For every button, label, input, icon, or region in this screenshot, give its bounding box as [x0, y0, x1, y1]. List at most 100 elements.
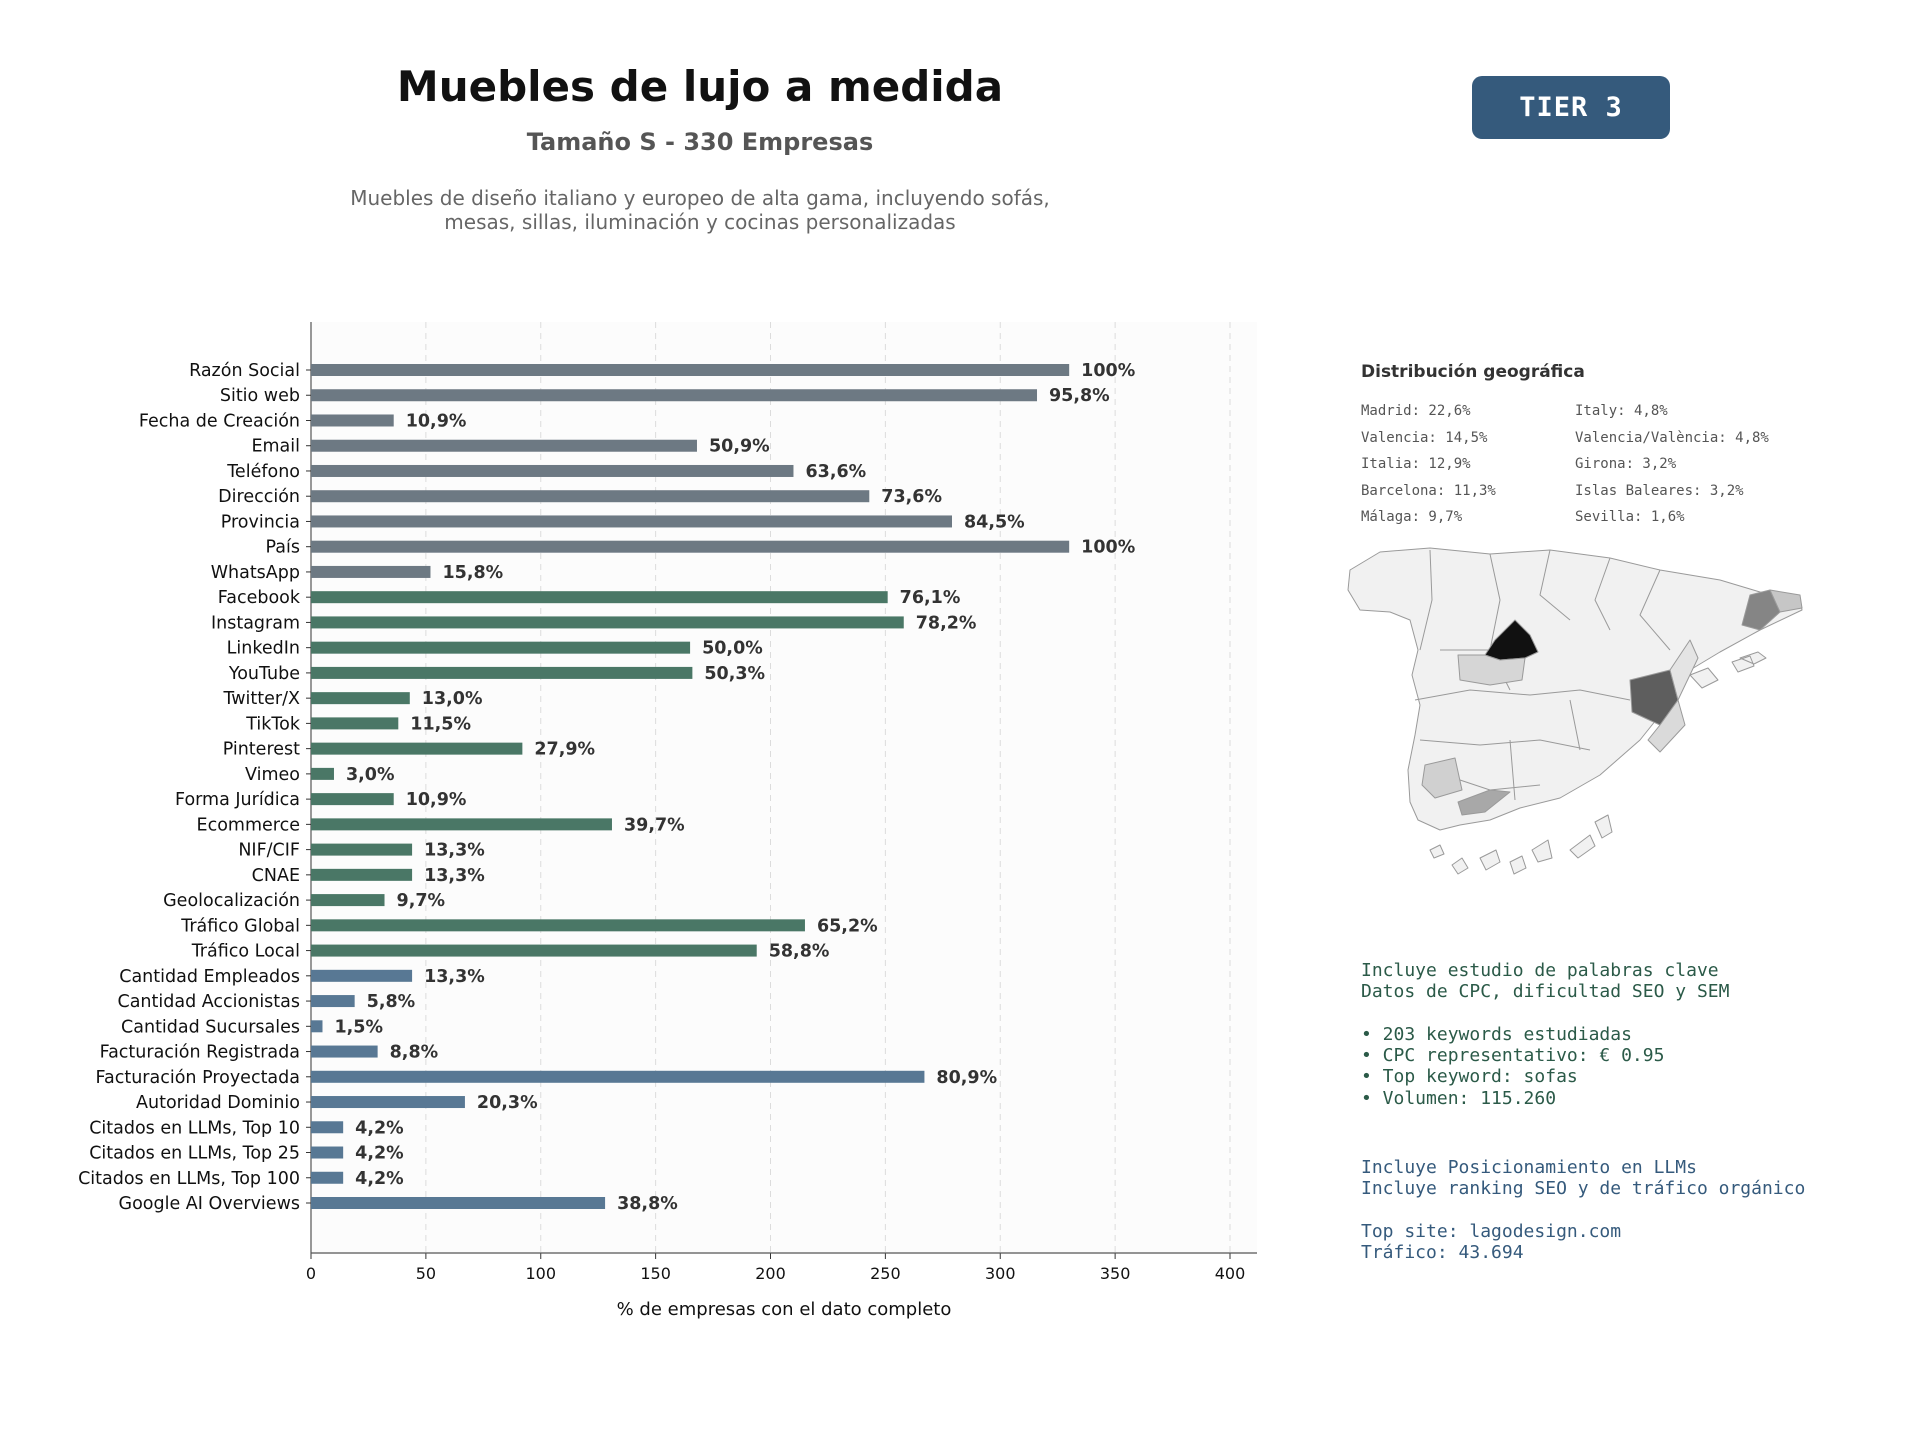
category-label: CNAE — [252, 866, 300, 886]
bar — [311, 995, 355, 1008]
data-label: 10,9% — [406, 790, 467, 810]
category-label: País — [266, 538, 300, 558]
map-region-alicante — [1647, 699, 1686, 753]
spain-map — [1347, 547, 1803, 875]
bar — [311, 1197, 606, 1209]
data-label: 65,2% — [817, 916, 878, 936]
bar — [311, 616, 904, 629]
page-title: Muebles de lujo a medida — [396, 62, 1004, 111]
data-label: 80,9% — [936, 1068, 997, 1088]
bar — [311, 944, 757, 957]
bar — [311, 414, 394, 427]
bar — [311, 1171, 344, 1184]
category-label: Facebook — [218, 588, 301, 608]
data-label: 50,3% — [704, 664, 765, 684]
category-label: Citados en LLMs, Top 10 — [89, 1118, 300, 1138]
category-label: Facturación Proyectada — [96, 1068, 300, 1088]
category-label: TikTok — [245, 714, 301, 734]
geo-list-col2: Italy: 4,8% Valencia/València: 4,8% Giro… — [1575, 398, 1769, 531]
data-label: 13,3% — [424, 967, 485, 987]
x-tick-label: 300 — [985, 1264, 1016, 1283]
data-label: 73,6% — [881, 487, 942, 507]
category-label: Cantidad Empleados — [119, 967, 300, 987]
geo-title: Distribución geográfica — [1361, 362, 1585, 382]
category-label: Ecommerce — [197, 815, 300, 835]
llm-line: Incluye Posicionamiento en LLMs — [1361, 1157, 1697, 1178]
category-label: Citados en LLMs, Top 100 — [78, 1169, 300, 1189]
seo-line: Incluye estudio de palabras clave — [1361, 960, 1719, 981]
data-label: 84,5% — [964, 512, 1025, 532]
category-label: YouTube — [228, 664, 300, 684]
geo-item: Barcelona: 11,3% — [1361, 482, 1496, 499]
category-label: LinkedIn — [227, 639, 300, 659]
bar — [311, 490, 870, 503]
data-label: 4,2% — [355, 1169, 404, 1189]
category-label: Provincia — [221, 512, 300, 532]
data-label: 5,8% — [367, 992, 416, 1012]
map-canary-islands — [1429, 814, 1613, 875]
data-label: 95,8% — [1049, 386, 1110, 406]
seo-line: • Volumen: 115.260 — [1361, 1087, 1557, 1109]
seo-info: Incluye estudio de palabras clave Datos … — [1361, 960, 1729, 1109]
geo-item: Islas Baleares: 3,2% — [1575, 482, 1744, 499]
x-tick-label: 200 — [755, 1264, 786, 1283]
map-region-castellon — [1669, 639, 1699, 701]
category-label: Autoridad Dominio — [136, 1093, 300, 1113]
category-label: Cantidad Sucursales — [121, 1017, 300, 1037]
data-label: 100% — [1081, 538, 1135, 558]
bar — [311, 464, 794, 477]
x-axis-label: % de empresas con el dato completo — [617, 1299, 952, 1320]
description-line-2: mesas, sillas, iluminación y cocinas per… — [444, 210, 956, 234]
x-tick-label: 150 — [640, 1264, 671, 1283]
llm-line: Top site: lagodesign.com — [1361, 1220, 1622, 1242]
geo-list-col1: Madrid: 22,6% Valencia: 14,5% Italia: 12… — [1361, 398, 1496, 531]
category-label: Geolocalización — [163, 891, 300, 911]
data-label: 10,9% — [406, 411, 467, 431]
data-label: 58,8% — [769, 942, 830, 962]
data-label: 50,9% — [709, 437, 770, 457]
x-tick-label: 400 — [1215, 1264, 1246, 1283]
seo-line: Datos de CPC, dificultad SEO y SEM — [1361, 981, 1730, 1003]
data-label: 11,5% — [410, 714, 471, 734]
x-tick-label: 100 — [525, 1264, 556, 1283]
bar — [311, 1146, 344, 1159]
data-label: 100% — [1081, 361, 1135, 381]
category-label: WhatsApp — [211, 563, 300, 583]
bar — [311, 364, 1070, 376]
bar — [311, 692, 410, 705]
category-label: Dirección — [218, 487, 300, 507]
category-label: NIF/CIF — [238, 841, 300, 861]
category-label: Tráfico Global — [180, 916, 300, 936]
bar — [311, 515, 953, 528]
data-label: 4,2% — [355, 1144, 404, 1164]
geo-item: Sevilla: 1,6% — [1575, 509, 1685, 525]
map-region-barcelona — [1741, 589, 1781, 631]
bar — [311, 919, 805, 932]
data-label: 76,1% — [900, 588, 961, 608]
data-label: 63,6% — [805, 462, 866, 482]
geo-item: Valencia/València: 4,8% — [1575, 429, 1769, 446]
bar — [311, 1121, 344, 1134]
map-region-sevilla — [1421, 757, 1463, 799]
map-mainland — [1347, 547, 1803, 831]
seo-line: • Top keyword: sofas — [1361, 1066, 1578, 1088]
map-balearic-islands — [1689, 651, 1767, 689]
category-label: Google AI Overviews — [119, 1194, 300, 1214]
x-tick-label: 50 — [416, 1264, 436, 1283]
geo-item: Valencia: 14,5% — [1361, 429, 1488, 446]
llm-info: Incluye Posicionamiento en LLMs Incluye … — [1361, 1157, 1805, 1263]
category-label: Vimeo — [245, 765, 300, 785]
geo-item: Girona: 3,2% — [1575, 456, 1677, 472]
bar — [311, 1020, 323, 1033]
bar — [311, 818, 612, 831]
bar — [311, 843, 413, 856]
llm-line: Incluye ranking SEO y de tráfico orgánic… — [1361, 1178, 1806, 1200]
map-region-girona — [1769, 589, 1803, 613]
category-label: Instagram — [211, 613, 300, 633]
data-label: 38,8% — [617, 1194, 678, 1214]
data-label: 9,7% — [397, 891, 446, 911]
data-label: 50,0% — [702, 639, 763, 659]
x-tick-label: 350 — [1100, 1264, 1131, 1283]
data-label: 13,3% — [424, 841, 485, 861]
description-line-1: Muebles de diseño italiano y europeo de … — [350, 186, 1050, 210]
